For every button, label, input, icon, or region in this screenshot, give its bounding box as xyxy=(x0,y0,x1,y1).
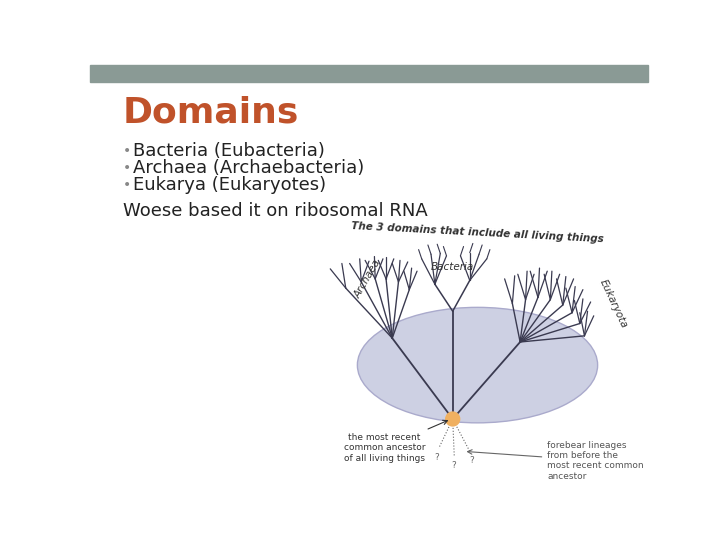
Text: Woese based it on ribosomal RNA: Woese based it on ribosomal RNA xyxy=(122,202,427,220)
Text: Eukaryota: Eukaryota xyxy=(598,278,629,329)
Text: Archaea: Archaea xyxy=(352,258,382,300)
Text: Eukarya (Eukaryotes): Eukarya (Eukaryotes) xyxy=(133,176,327,194)
Text: •: • xyxy=(122,161,131,175)
Text: ?: ? xyxy=(435,453,440,462)
Text: the most recent
common ancestor
of all living things: the most recent common ancestor of all l… xyxy=(343,420,447,463)
Text: ?: ? xyxy=(469,456,474,465)
Text: forebear lineages
from before the
most recent common
ancestor: forebear lineages from before the most r… xyxy=(467,441,644,481)
Text: Bacteria (Eubacteria): Bacteria (Eubacteria) xyxy=(133,142,325,160)
Text: ?: ? xyxy=(451,461,456,470)
Ellipse shape xyxy=(357,307,598,423)
Text: •: • xyxy=(122,178,131,192)
Text: Domains: Domains xyxy=(122,96,299,130)
Circle shape xyxy=(446,412,459,426)
Text: Archaea (Archaebacteria): Archaea (Archaebacteria) xyxy=(133,159,364,177)
Text: •: • xyxy=(122,144,131,158)
Text: The 3 domains that include all living things: The 3 domains that include all living th… xyxy=(351,221,604,244)
Bar xyxy=(90,65,648,82)
Text: Bacteria: Bacteria xyxy=(431,261,474,272)
